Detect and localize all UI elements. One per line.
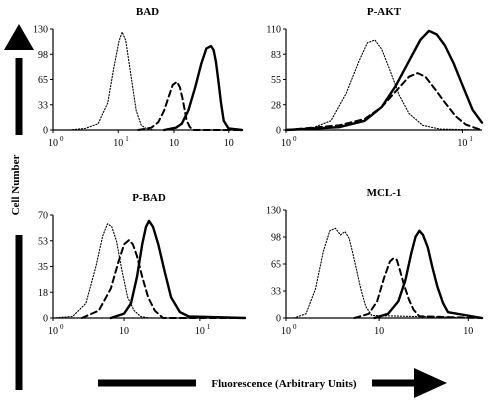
series-solid-bad xyxy=(162,44,244,132)
panel-title-mcl-1: MCL-1 xyxy=(367,187,402,199)
y-tick-label-mcl-1-0: 0 xyxy=(276,314,281,325)
x-tick-label-bad-2: 10 xyxy=(169,138,179,149)
y-tick-label-bad-3: 98 xyxy=(38,50,48,61)
y-tick-label-p-bad-3: 53 xyxy=(38,236,48,247)
y-tick-label-bad-2: 65 xyxy=(38,75,48,86)
x-tick-exponent-p-bad-2: 1 xyxy=(207,323,211,331)
y-tick-label-mcl-1-1: 33 xyxy=(271,287,281,298)
series-solid-mcl-1 xyxy=(373,229,484,320)
series-dashed-bad xyxy=(137,80,243,131)
series-solid-p-bad xyxy=(109,219,247,320)
y-tick-label-bad-0: 0 xyxy=(43,126,48,137)
y-tick-label-bad-4: 130 xyxy=(33,25,48,36)
series-dotted-p-bad xyxy=(52,223,246,319)
series-solid-p-akt xyxy=(284,29,484,132)
x-tick-label-mcl-1-0: 10 xyxy=(281,326,291,337)
x-tick-label-p-akt-1: 10 xyxy=(457,138,467,149)
y-tick-label-bad-1: 33 xyxy=(38,100,48,111)
x-tick-label-p-bad-1: 10 xyxy=(119,326,129,337)
y-tick-label-mcl-1-3: 98 xyxy=(271,233,281,244)
x-tick-label-bad-3: 10 xyxy=(224,138,234,149)
y-tick-label-p-bad-0: 0 xyxy=(43,314,48,325)
y-tick-label-mcl-1-2: 65 xyxy=(271,260,281,271)
y-tick-label-p-akt-1: 28 xyxy=(271,100,281,111)
x-tick-label-mcl-1-2: 10 xyxy=(463,326,473,337)
series-dotted-bad xyxy=(69,31,243,131)
y-tick-label-p-akt-3: 83 xyxy=(271,50,281,61)
x-tick-label-p-akt-0: 10 xyxy=(281,138,291,149)
series-dashed-p-bad xyxy=(80,239,246,319)
y-axis-label: Cell Number xyxy=(10,154,22,215)
x-tick-label-mcl-1-1: 10 xyxy=(374,326,384,337)
y-tick-label-p-akt-0: 0 xyxy=(276,126,281,137)
x-tick-label-p-bad-0: 10 xyxy=(48,326,58,337)
series-dotted-mcl-1 xyxy=(293,227,483,319)
y-tick-label-p-akt-4: 110 xyxy=(266,25,281,36)
x-tick-exponent-bad-0: 0 xyxy=(60,135,64,143)
y-label-gap xyxy=(10,135,28,235)
x-tick-label-p-bad-2: 10 xyxy=(195,326,205,337)
x-tick-label-bad-0: 10 xyxy=(48,138,58,149)
y-tick-label-p-bad-2: 35 xyxy=(38,262,48,273)
x-tick-label-bad-1: 10 xyxy=(113,138,123,149)
y-tick-label-p-akt-2: 55 xyxy=(271,75,281,86)
x-tick-exponent-mcl-1-0: 0 xyxy=(293,323,297,331)
y-tick-label-mcl-1-4: 130 xyxy=(266,206,281,217)
x-tick-exponent-p-akt-1: 1 xyxy=(469,135,473,143)
y-tick-label-p-bad-4: 70 xyxy=(38,211,48,222)
x-tick-exponent-p-akt-0: 0 xyxy=(293,135,297,143)
panel-title-p-bad: P-BAD xyxy=(132,192,166,204)
y-tick-label-p-bad-1: 18 xyxy=(38,288,48,299)
panel-title-bad: BAD xyxy=(136,6,159,18)
x-label-gap xyxy=(196,374,372,392)
series-dashed-mcl-1 xyxy=(353,257,483,319)
x-tick-exponent-p-bad-0: 0 xyxy=(60,323,64,331)
x-axis-label: Fluorescence (Arbitrary Units) xyxy=(211,378,357,390)
series-dotted-p-akt xyxy=(285,39,483,131)
x-tick-exponent-bad-1: 1 xyxy=(125,135,129,143)
panel-title-p-akt: P-AKT xyxy=(367,6,402,18)
